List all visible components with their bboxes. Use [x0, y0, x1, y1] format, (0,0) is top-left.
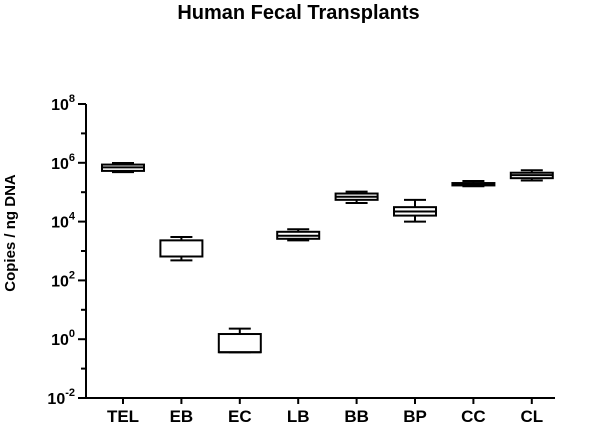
box-iqr: [159, 239, 204, 258]
y-tick-base: 10: [51, 215, 69, 232]
y-tick-exponent: 6: [69, 152, 75, 164]
box-cl: [509, 169, 554, 182]
chart-title: Human Fecal Transplants: [177, 2, 420, 24]
y-tick-base: 10: [51, 332, 69, 349]
x-tick-label: TEL: [107, 407, 139, 426]
x-tick-label: CL: [520, 407, 543, 426]
y-tick-label: 102: [51, 269, 75, 290]
y-tick-exponent: 0: [69, 328, 75, 340]
y-tick-exponent: -2: [65, 387, 75, 399]
y-tick-label: 108: [51, 93, 75, 114]
x-tick-label: EC: [228, 407, 252, 426]
y-axis-label: Copies / ng DNA: [2, 174, 19, 292]
box-bp: [393, 198, 437, 223]
y-tick-exponent: 2: [69, 269, 75, 281]
box-tel: [101, 162, 145, 174]
x-tick-label: BP: [403, 407, 427, 426]
y-tick-label: 106: [51, 152, 75, 173]
box-cc: [451, 180, 496, 188]
y-tick-label: 100: [51, 328, 75, 349]
y-tick-base: 10: [47, 391, 65, 408]
y-tick-base: 10: [51, 97, 69, 114]
box-eb: [159, 235, 204, 262]
box-bb: [334, 190, 379, 204]
x-tick-label: BB: [344, 407, 369, 426]
x-tick-label: LB: [287, 407, 310, 426]
y-tick-label: 104: [51, 211, 76, 232]
y-tick-exponent: 8: [69, 93, 75, 105]
y-tick-base: 10: [51, 273, 69, 290]
box-lb: [276, 228, 321, 242]
y-tick-base: 10: [51, 156, 69, 173]
x-tick-label: CC: [461, 407, 486, 426]
y-tick-exponent: 4: [69, 211, 76, 223]
box-iqr: [217, 333, 262, 354]
x-axis: TEL EB EC LB BB BP CC CL: [86, 397, 555, 426]
box-series: [101, 162, 554, 354]
x-tick-label: EB: [170, 407, 194, 426]
box-ec: [217, 327, 262, 354]
y-tick-label: 10-2: [47, 387, 75, 408]
